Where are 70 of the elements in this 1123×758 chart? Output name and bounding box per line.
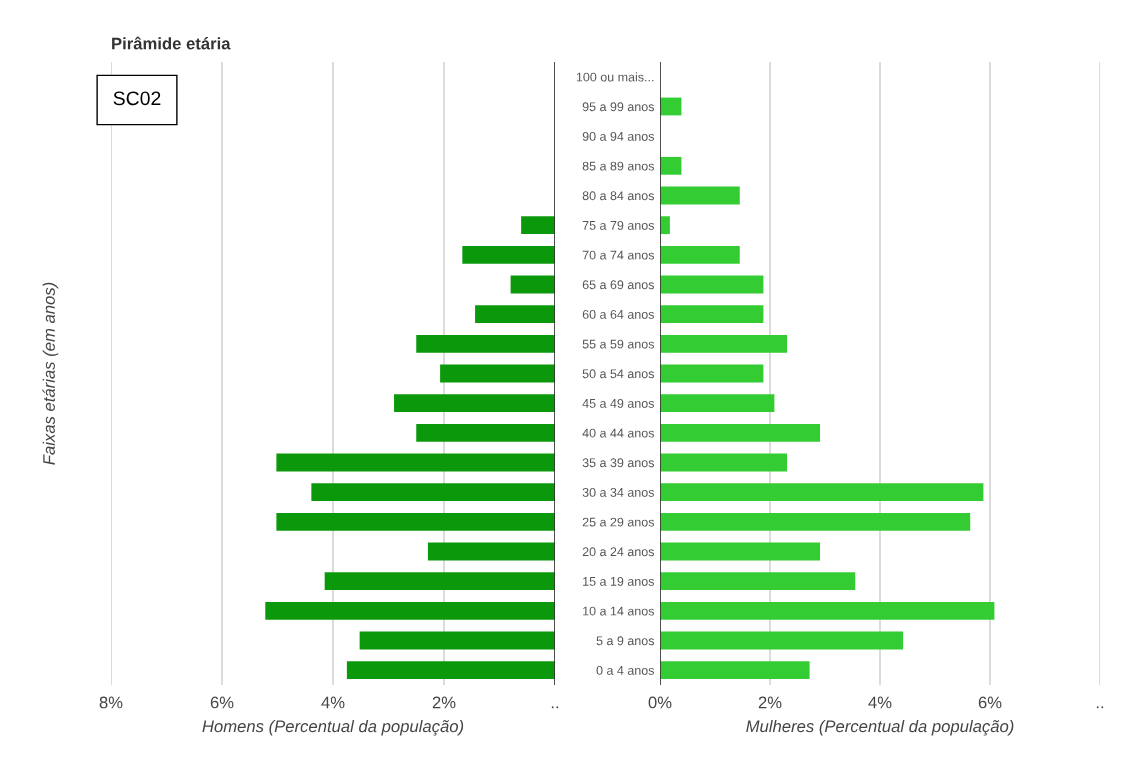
y-tick-label: 30 a 34 anos — [582, 487, 654, 497]
y-tick-label: 40 a 44 anos — [582, 428, 654, 438]
annotation: SC02 — [113, 91, 161, 106]
bar — [660, 542, 821, 561]
bar — [265, 601, 555, 620]
y-tick-label: 95 a 99 anos — [582, 102, 654, 112]
y-tick-label: 55 a 59 anos — [582, 339, 654, 349]
bar — [276, 453, 555, 472]
bar — [660, 512, 971, 531]
y-tick-label: 45 a 49 anos — [582, 398, 654, 408]
y-tick-label: 85 a 89 anos — [582, 161, 654, 171]
bar — [660, 334, 788, 353]
chart-title: Pirâmide etária — [112, 36, 231, 50]
x-tick-label: 6% — [978, 696, 1002, 709]
x-axis-title: Mulheres (Percentual da população) — [746, 719, 1014, 736]
y-tick-label: 70 a 74 anos — [582, 250, 654, 260]
y-tick-label: 60 a 64 anos — [582, 309, 654, 319]
bar — [660, 423, 821, 442]
bar — [660, 216, 670, 235]
bar — [440, 364, 555, 383]
bar — [660, 661, 810, 680]
bar — [394, 394, 555, 413]
x-tick-label: 0% — [648, 696, 672, 709]
bar — [660, 245, 740, 264]
x-axis-title: Homens (Percentual da população) — [202, 719, 464, 736]
bar — [660, 305, 764, 324]
bar — [346, 661, 555, 680]
bar — [660, 483, 984, 502]
x-tick-label: .. — [1096, 706, 1104, 709]
y-tick-label: 0 a 4 anos — [596, 665, 654, 675]
y-tick-label: 25 a 29 anos — [582, 517, 654, 527]
bar — [660, 572, 856, 591]
x-tick-label: 4% — [868, 696, 892, 709]
bar — [521, 216, 555, 235]
bar — [276, 512, 555, 531]
bar — [660, 156, 682, 175]
y-tick-label: 15 a 19 anos — [583, 576, 654, 586]
x-tick-label: 4% — [321, 696, 345, 709]
y-tick-label: 10 a 14 anos — [583, 606, 654, 616]
bar — [359, 631, 555, 650]
bar — [475, 305, 555, 324]
bar — [416, 423, 555, 442]
bar — [311, 483, 555, 502]
bar — [660, 275, 764, 294]
bar — [660, 364, 764, 383]
bar — [660, 186, 740, 205]
bar — [416, 334, 555, 353]
x-tick-label: 8% — [99, 696, 123, 709]
y-tick-label: 80 a 84 anos — [582, 191, 654, 201]
bar — [660, 631, 904, 650]
y-tick-label: 50 a 54 anos — [582, 369, 654, 379]
bar — [462, 245, 555, 264]
bar — [510, 275, 555, 294]
x-tick-label: .. — [551, 706, 559, 709]
x-tick-label: 6% — [210, 696, 234, 709]
y-tick-label: 35 a 39 anos — [582, 458, 654, 468]
y-tick-label: 100 ou mais... — [576, 72, 654, 82]
y-tick-label: 90 a 94 anos — [582, 131, 654, 141]
y-tick-label: 20 a 24 anos — [582, 547, 654, 557]
bar — [660, 394, 775, 413]
y-axis-title: Faixas etárias (em anos) — [42, 282, 59, 465]
y-tick-label: 75 a 79 anos — [582, 220, 654, 230]
bar — [660, 453, 788, 472]
x-tick-label: 2% — [758, 696, 782, 709]
y-tick-label: 5 a 9 anos — [596, 636, 654, 646]
x-tick-label: 2% — [432, 696, 456, 709]
bar — [660, 601, 995, 620]
y-tick-label: 65 a 69 anos — [582, 280, 654, 290]
bar — [324, 572, 555, 591]
bar — [427, 542, 555, 561]
